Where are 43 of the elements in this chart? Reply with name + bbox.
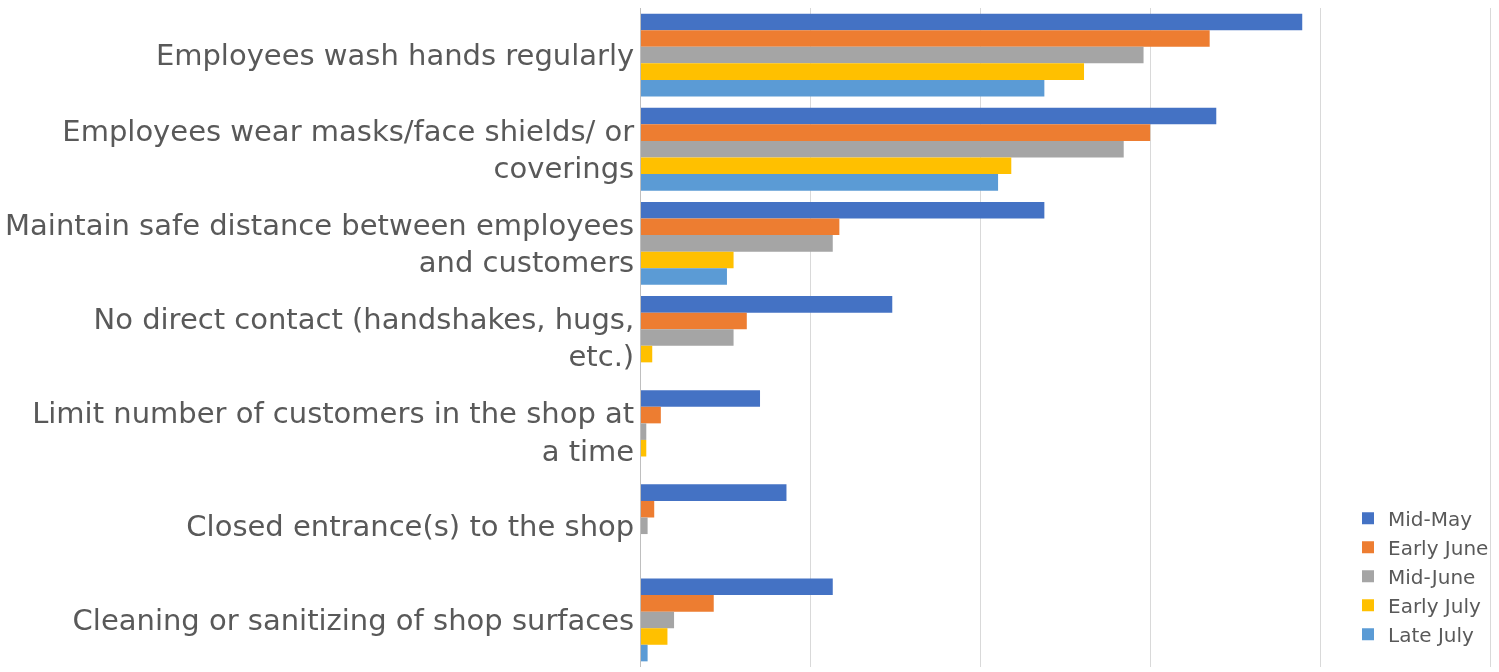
bar bbox=[641, 174, 999, 191]
y-tick-label: Closed entrance(s) to the shop bbox=[186, 508, 635, 543]
bar bbox=[641, 500, 655, 518]
bar bbox=[641, 63, 1085, 80]
bar bbox=[641, 46, 1144, 64]
bar bbox=[641, 107, 1217, 125]
bar bbox=[641, 30, 1210, 47]
bar bbox=[641, 423, 647, 440]
y-tick-label: Cleaning or sanitizing of shop surfaces bbox=[72, 603, 635, 638]
bar bbox=[641, 406, 661, 424]
bar bbox=[641, 201, 1045, 219]
y-tick-label: No direct contact (handshakes, hugs, etc.) bbox=[93, 301, 635, 374]
y-tick-label: Employees wash hands regularly bbox=[155, 38, 635, 73]
bar bbox=[641, 578, 833, 596]
bar bbox=[641, 390, 761, 407]
bar bbox=[641, 628, 668, 645]
bar bbox=[641, 296, 893, 313]
legend-label: Late July bbox=[1388, 623, 1475, 648]
bar bbox=[641, 595, 714, 612]
bar bbox=[641, 644, 648, 662]
y-tick-label: Limit number of customers in the shop at a time bbox=[32, 395, 635, 468]
bar bbox=[641, 517, 648, 535]
bar bbox=[641, 13, 1303, 31]
bar bbox=[641, 268, 727, 285]
bar bbox=[641, 329, 734, 346]
bar bbox=[641, 312, 747, 330]
bar bbox=[641, 251, 734, 269]
legend-label: Early July bbox=[1388, 594, 1481, 619]
bar bbox=[641, 79, 1045, 97]
bar bbox=[641, 157, 1012, 175]
y-tick-label: Maintain safe distance between employees and customers bbox=[5, 207, 635, 280]
legend-label: Mid-June bbox=[1388, 565, 1476, 590]
bar bbox=[641, 611, 675, 629]
bar bbox=[641, 235, 833, 252]
bar bbox=[641, 218, 840, 236]
bar bbox=[641, 439, 647, 457]
legend-label: Mid-May bbox=[1388, 507, 1473, 532]
y-tick-label: Employees wear masks/face shields/ or coverings bbox=[62, 113, 635, 186]
bar bbox=[641, 484, 787, 501]
bar bbox=[641, 124, 1151, 141]
legend-label: Early June bbox=[1388, 536, 1489, 561]
bar bbox=[641, 345, 653, 363]
bar bbox=[641, 140, 1124, 158]
